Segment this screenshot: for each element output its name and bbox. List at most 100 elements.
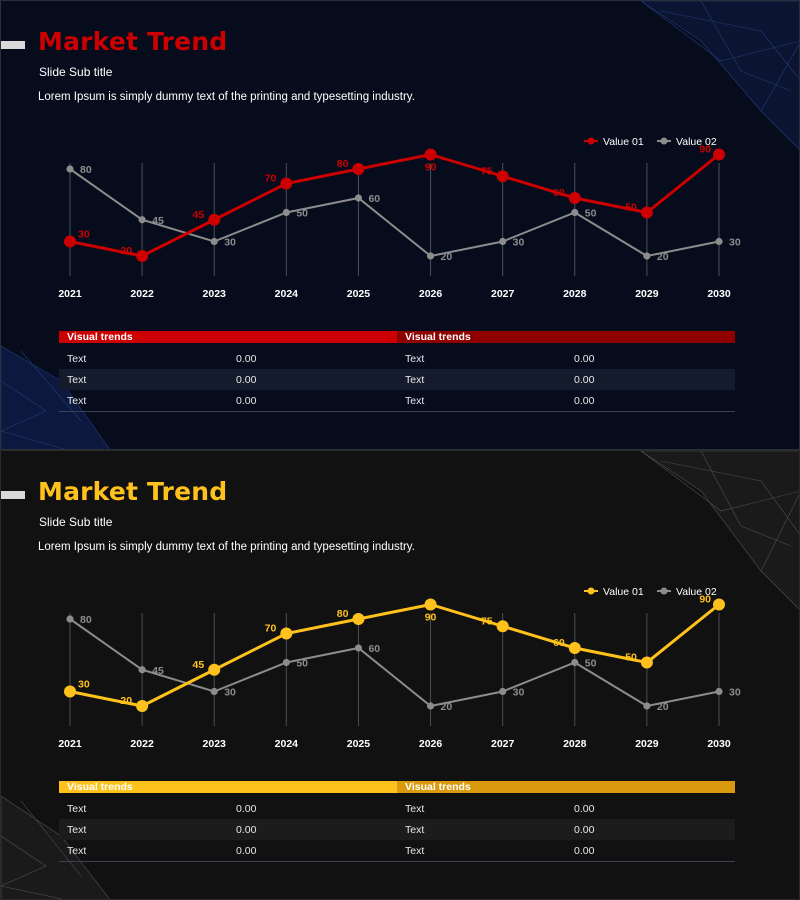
data-point-value-02 xyxy=(138,666,146,674)
data-label-value-01: 60 xyxy=(553,187,565,199)
series-line-value-01 xyxy=(69,602,720,708)
legend-label: Value 01 xyxy=(603,136,644,148)
table-cell: 0.00 xyxy=(236,802,257,815)
data-label-value-02: 30 xyxy=(513,237,525,249)
x-tick-label: 2026 xyxy=(419,738,443,750)
data-label-value-02: 80 xyxy=(80,614,92,626)
data-point-value-01 xyxy=(713,598,725,611)
slide-subtitle: Slide Sub title xyxy=(39,65,113,79)
data-label-value-01: 30 xyxy=(78,229,90,241)
data-point-value-02 xyxy=(499,237,507,246)
data-point-value-02 xyxy=(715,687,723,696)
slide-description: Lorem Ipsum is simply dummy text of the … xyxy=(38,91,415,103)
table-cell: 0.00 xyxy=(574,802,595,815)
data-point-value-01 xyxy=(568,192,581,204)
table-cell: Text xyxy=(405,373,425,386)
series-line-value-02 xyxy=(69,618,720,708)
legend-swatch-marker xyxy=(660,137,668,145)
data-label-value-01: 70 xyxy=(265,173,277,185)
data-label-value-02: 45 xyxy=(152,215,164,227)
legend-label: Value 02 xyxy=(676,136,717,148)
legend-label: Value 02 xyxy=(676,586,717,598)
line-chart: 2021 2022 2023 2024 2025 2026 2027 2028 2029 2030… xyxy=(58,586,741,750)
data-point-value-02 xyxy=(354,644,363,652)
data-label-value-01: 20 xyxy=(120,695,132,707)
x-tick-label: 2025 xyxy=(347,288,371,300)
x-tick-label: 2027 xyxy=(491,288,515,300)
x-tick-label: 2026 xyxy=(419,288,443,300)
series-line-value-01 xyxy=(69,152,720,258)
table-row: Text 0.00 Text 0.00 xyxy=(59,348,735,369)
x-tick-label: 2023 xyxy=(203,738,227,750)
data-point-value-01 xyxy=(640,656,653,669)
table-cell: 0.00 xyxy=(236,373,257,386)
data-point-value-01 xyxy=(568,642,581,654)
data-point-value-02 xyxy=(210,237,218,246)
data-label-value-01: 30 xyxy=(78,679,90,691)
data-label-value-02: 30 xyxy=(513,687,525,699)
x-tick-label: 2029 xyxy=(635,288,659,300)
table-cell: 0.00 xyxy=(574,394,595,407)
data-table: Visual trends Visual trends Text 0.00 Te… xyxy=(59,776,735,862)
data-label-value-02: 60 xyxy=(368,643,380,655)
data-label-value-01: 45 xyxy=(193,659,205,671)
data-point-value-02 xyxy=(571,208,579,217)
table-header-cell: Visual trends xyxy=(59,331,397,343)
table-cell: 0.00 xyxy=(236,823,257,836)
data-label-value-02: 80 xyxy=(80,164,92,176)
data-label-value-02: 45 xyxy=(152,665,164,677)
data-point-value-02 xyxy=(282,208,290,217)
slide-red: Market Trend Slide Sub title Lorem Ipsum… xyxy=(0,0,800,450)
data-point-value-02 xyxy=(354,194,363,202)
table-row: Text 0.00 Text 0.00 xyxy=(59,819,735,840)
data-point-value-01 xyxy=(136,700,149,712)
data-label-value-02: 30 xyxy=(729,687,741,699)
data-label-value-02: 30 xyxy=(224,237,236,249)
table-header-cell: Visual trends xyxy=(59,781,397,793)
x-tick-label: 2023 xyxy=(203,288,227,300)
data-label-value-01: 90 xyxy=(425,612,437,624)
table-cell: 0.00 xyxy=(574,844,595,857)
data-point-value-01 xyxy=(352,163,365,175)
x-tick-label: 2021 xyxy=(58,288,82,300)
slide-yellow: Market Trend Slide Sub title Lorem Ipsum… xyxy=(0,450,800,900)
data-label-value-01: 90 xyxy=(699,144,711,156)
data-label-value-02: 60 xyxy=(368,193,380,205)
data-point-value-02 xyxy=(499,687,507,696)
table-header: Visual trends Visual trends xyxy=(59,326,735,348)
data-label-value-01: 90 xyxy=(425,162,437,174)
data-point-value-01 xyxy=(352,613,365,625)
data-label-value-01: 60 xyxy=(553,637,565,649)
data-point-value-01 xyxy=(136,250,149,262)
table-cell: 0.00 xyxy=(574,823,595,836)
data-point-value-01 xyxy=(208,213,221,226)
x-tick-label: 2021 xyxy=(58,738,82,750)
data-point-value-02 xyxy=(426,252,435,260)
data-point-value-02 xyxy=(66,615,74,623)
data-point-value-01 xyxy=(640,206,653,219)
data-point-value-01 xyxy=(713,148,725,161)
data-label-value-01: 75 xyxy=(481,165,493,177)
table-cell: 0.00 xyxy=(574,373,595,386)
data-point-value-01 xyxy=(280,177,293,190)
table-cell: Text xyxy=(67,352,87,365)
table-cell: Text xyxy=(405,802,425,815)
data-label-value-02: 30 xyxy=(729,237,741,249)
table-row: Text 0.00 Text 0.00 xyxy=(59,798,735,819)
series-line-value-02 xyxy=(69,168,720,258)
data-label-value-02: 50 xyxy=(296,208,308,220)
slide-description: Lorem Ipsum is simply dummy text of the … xyxy=(38,541,415,553)
data-label-value-02: 20 xyxy=(441,701,453,713)
table-cell: Text xyxy=(67,823,87,836)
data-label-value-01: 90 xyxy=(699,594,711,606)
data-label-value-02: 50 xyxy=(585,658,597,670)
data-label-value-01: 50 xyxy=(625,652,637,664)
data-table: Visual trends Visual trends Text 0.00 Te… xyxy=(59,326,735,412)
title-accent-bar xyxy=(1,491,25,499)
table-cell: 0.00 xyxy=(574,352,595,365)
data-label-value-01: 20 xyxy=(120,245,132,257)
data-point-value-02 xyxy=(138,216,146,224)
table-cell: 0.00 xyxy=(236,352,257,365)
table-cell: Text xyxy=(67,394,87,407)
data-label-value-02: 20 xyxy=(657,251,669,263)
